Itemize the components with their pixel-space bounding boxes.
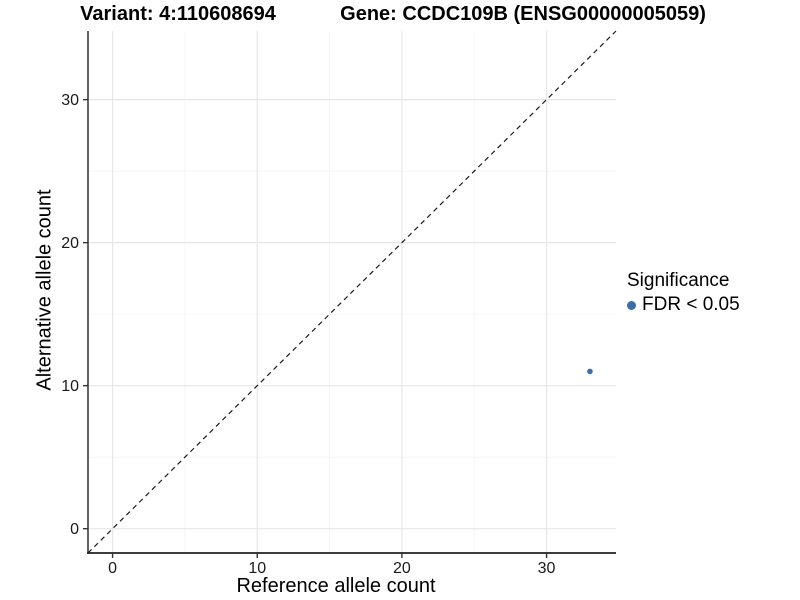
x-tick-label: 10 bbox=[248, 560, 266, 577]
legend: Significance FDR < 0.05 bbox=[627, 270, 740, 316]
y-tick-label: 0 bbox=[70, 521, 79, 538]
x-tick-label: 0 bbox=[108, 560, 117, 577]
data-point bbox=[587, 368, 593, 375]
x-tick-label: 30 bbox=[538, 560, 556, 577]
identity-dashed-line bbox=[87, 30, 617, 554]
legend-point-icon bbox=[627, 300, 636, 310]
legend-title: Significance bbox=[627, 270, 730, 291]
x-axis-title: Reference allele count bbox=[236, 575, 436, 597]
variant-title: Variant: 4:110608694 bbox=[80, 3, 276, 25]
gene-title: Gene: CCDC109B (ENSG00000005059) bbox=[340, 3, 706, 25]
legend-item-label: FDR < 0.05 bbox=[642, 294, 740, 315]
legend-item: FDR < 0.05 bbox=[627, 294, 740, 316]
y-tick-label: 10 bbox=[61, 378, 79, 395]
y-axis-title: Alternative allele count bbox=[33, 189, 56, 391]
y-tick-label: 20 bbox=[61, 235, 79, 252]
x-tick-label: 20 bbox=[393, 560, 411, 577]
y-tick-label: 30 bbox=[61, 92, 79, 109]
